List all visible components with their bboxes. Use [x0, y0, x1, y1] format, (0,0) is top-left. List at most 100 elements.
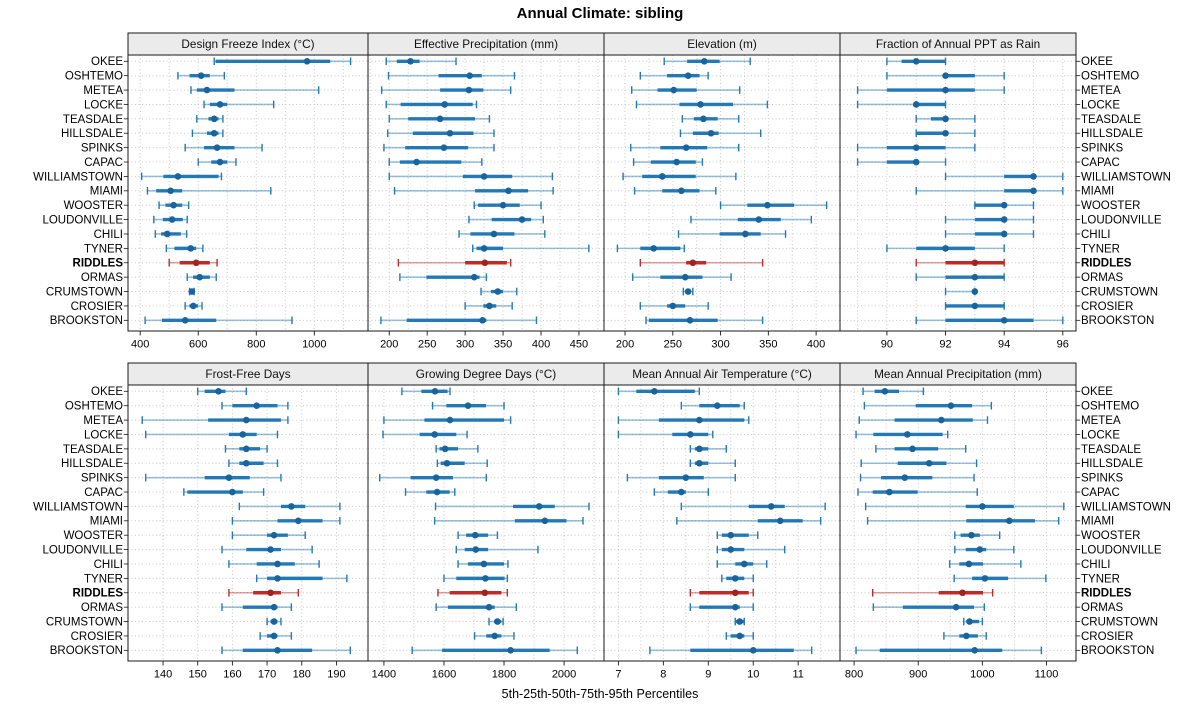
percentile-row: [649, 646, 813, 655]
panel-title: Elevation (m): [687, 37, 757, 51]
site-label-right: MIAMI: [1081, 186, 1114, 198]
percentile-row: [857, 488, 978, 496]
percentile-row: [141, 416, 289, 424]
median-dot: [966, 618, 973, 625]
site-label-right: CRUMSTOWN: [1081, 286, 1158, 298]
percentile-row: [974, 201, 1035, 209]
median-dot: [678, 488, 685, 496]
x-tick-label: 900: [909, 669, 927, 681]
median-dot: [881, 388, 889, 395]
median-dot: [979, 503, 986, 510]
site-label-left: CRUMSTOWN: [46, 616, 123, 628]
median-dot: [486, 302, 493, 310]
site-label-right: HILLSDALE: [1081, 458, 1143, 470]
site-label-column-row2: OKEE OKEE OSHTEMO OSHTEMO METEA METEA LOCKE LOC…: [33, 386, 1171, 657]
percentile-row: [944, 287, 979, 296]
percentile-row: [944, 172, 1064, 181]
percentile-row: [238, 502, 341, 511]
percentile-row: [721, 574, 754, 583]
site-label-left: TYNER: [84, 573, 123, 585]
median-dot: [678, 187, 685, 195]
median-dot: [535, 503, 543, 510]
median-dot: [490, 230, 498, 238]
percentile-row: [388, 158, 483, 166]
site-label-left: CHILI: [94, 229, 123, 241]
percentile-row: [436, 459, 488, 468]
x-tick-label: 94: [998, 339, 1010, 351]
site-label-left: ORMAS: [81, 272, 124, 284]
percentile-row: [431, 401, 505, 410]
panel-plot-area: [604, 385, 840, 661]
percentile-row: [393, 187, 554, 195]
median-dot: [499, 201, 507, 209]
panel-3: 200 250 300 350 400 Elevation (m): [603, 32, 841, 351]
median-dot: [274, 560, 281, 568]
percentile-row: [631, 86, 741, 94]
site-label-left: WOOSTER: [64, 530, 123, 542]
x-tick-label: 180: [293, 669, 311, 681]
percentile-row: [944, 302, 1005, 310]
median-dot: [731, 575, 739, 582]
median-dot: [270, 632, 278, 640]
median-dot: [480, 173, 488, 180]
percentile-row: [875, 445, 967, 453]
median-dot: [441, 101, 448, 108]
median-dot: [210, 115, 218, 123]
percentile-row: [455, 545, 539, 554]
median-dot: [187, 245, 194, 252]
x-tick-label: 2000: [552, 669, 576, 681]
percentile-row: [915, 273, 1005, 281]
x-tick-label: 92: [939, 339, 951, 351]
percentile-row-highlight: [397, 258, 512, 267]
percentile-row: [380, 316, 538, 325]
percentile-row: [855, 430, 949, 439]
percentile-row: [954, 545, 1015, 554]
median-dot: [464, 402, 472, 409]
site-label-left: WILLIAMSTOWN: [33, 171, 123, 183]
median-dot: [687, 431, 694, 438]
x-tick-label: 600: [189, 339, 207, 351]
median-dot: [167, 187, 174, 195]
percentile-row: [404, 488, 456, 496]
percentile-row: [689, 459, 736, 468]
median-dot: [541, 517, 549, 525]
median-dot: [707, 129, 715, 137]
median-dot: [682, 144, 690, 151]
x-tick-label: 200: [616, 339, 634, 351]
median-dot: [673, 158, 680, 166]
percentile-row: [435, 603, 518, 611]
percentile-row: [480, 287, 518, 296]
median-dot: [1006, 517, 1013, 525]
median-dot: [968, 531, 975, 539]
percentile-row: [626, 473, 736, 482]
percentile-row: [266, 617, 282, 626]
percentile-row: [379, 473, 488, 482]
site-label-right: TYNER: [1081, 573, 1120, 585]
site-label-left: CHILI: [94, 559, 123, 571]
site-label-right: SPINKS: [1081, 143, 1124, 155]
median-dot: [267, 589, 274, 597]
percentile-row: [622, 172, 737, 181]
median-dot: [239, 431, 247, 438]
percentile-row: [382, 430, 468, 439]
x-tick-label: 1000: [302, 339, 326, 351]
x-tick-label: 1100: [1035, 669, 1059, 681]
median-dot: [168, 216, 176, 223]
site-label-right: MIAMI: [1081, 516, 1114, 528]
median-dot: [192, 259, 200, 267]
median-dot: [446, 129, 454, 137]
median-dot: [485, 603, 493, 611]
percentile-row: [689, 603, 754, 611]
site-label-right: LOCKE: [1081, 99, 1120, 111]
percentile-row: [434, 502, 590, 511]
percentile-row-highlight: [228, 588, 299, 597]
x-tick-label: 200: [380, 339, 398, 351]
percentile-row: [864, 502, 1065, 511]
percentile-row: [488, 617, 504, 626]
site-label-left: OKEE: [91, 386, 123, 398]
percentile-caption: 5th-25th-50th-75th-95th Percentiles: [501, 687, 699, 701]
median-dot: [736, 618, 744, 625]
site-label-left: CROSIER: [71, 301, 123, 313]
median-dot: [491, 632, 499, 640]
percentile-row: [183, 488, 265, 496]
